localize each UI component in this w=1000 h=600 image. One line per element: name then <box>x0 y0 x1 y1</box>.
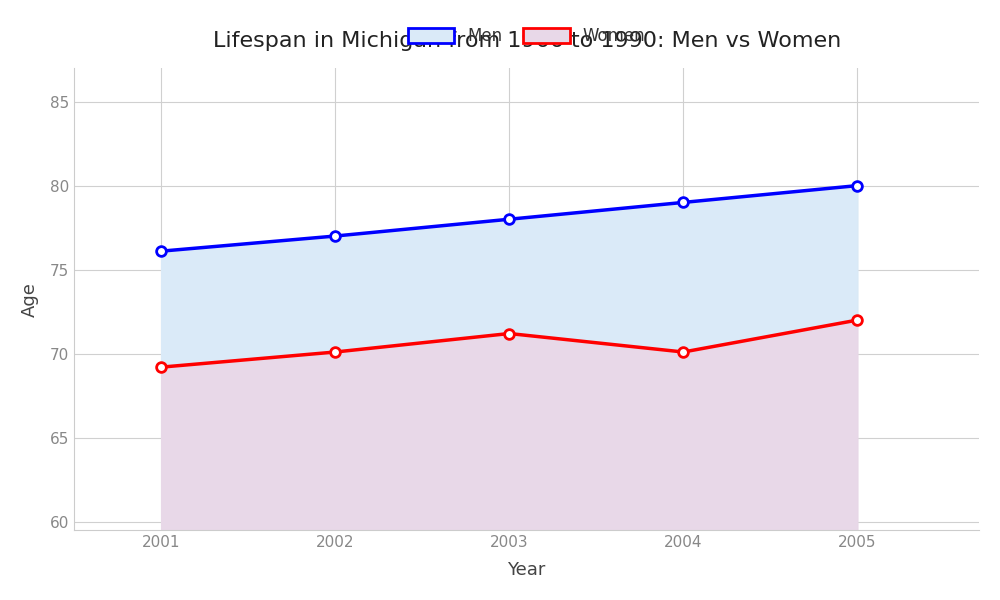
X-axis label: Year: Year <box>507 561 546 579</box>
Title: Lifespan in Michigan from 1966 to 1990: Men vs Women: Lifespan in Michigan from 1966 to 1990: … <box>213 31 841 51</box>
Y-axis label: Age: Age <box>21 281 39 317</box>
Legend: Men, Women: Men, Women <box>401 21 652 52</box>
